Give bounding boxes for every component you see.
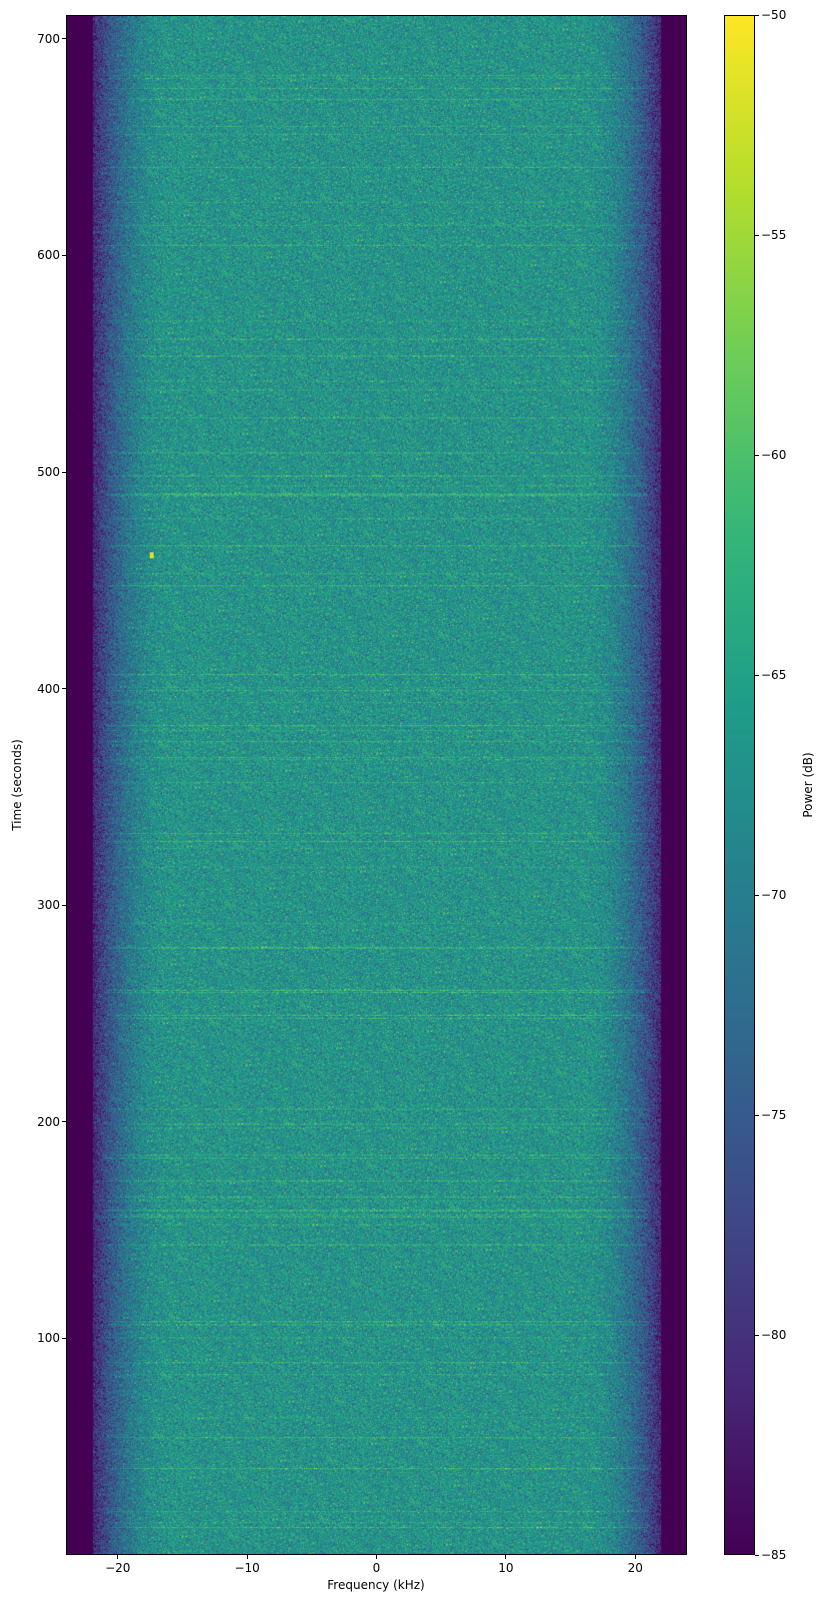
- y-tick: [62, 688, 66, 690]
- colorbar-tick-label: −75: [761, 1108, 787, 1122]
- colorbar-tick-label: −55: [761, 228, 787, 242]
- colorbar-tick-label: −70: [761, 888, 787, 902]
- y-tick: [62, 38, 66, 40]
- colorbar-tick: [755, 234, 759, 236]
- y-tick-label: 300: [37, 898, 60, 913]
- x-tick: [634, 1555, 636, 1559]
- colorbar-tick-label: −50: [761, 8, 787, 22]
- y-tick-label: 600: [37, 248, 60, 263]
- x-tick: [376, 1555, 377, 1559]
- y-tick-label: 200: [37, 1114, 60, 1129]
- spectrogram-plot-area: [66, 15, 687, 1555]
- x-tick: [117, 1555, 119, 1559]
- x-tick-label: −10: [234, 1561, 260, 1575]
- colorbar-tick: [755, 1114, 759, 1116]
- y-tick: [62, 471, 66, 473]
- y-tick-label: 400: [37, 681, 60, 696]
- x-tick-label: 0: [372, 1561, 381, 1575]
- colorbar: [724, 15, 755, 1555]
- y-tick: [62, 1337, 66, 1339]
- colorbar-tick-label: −65: [761, 668, 787, 682]
- colorbar-tick-label: −80: [761, 1328, 787, 1342]
- colorbar-tick-label: −85: [761, 1548, 787, 1562]
- y-tick: [62, 904, 66, 906]
- colorbar-tick-label: −60: [761, 448, 787, 462]
- colorbar-tick: [755, 14, 759, 16]
- colorbar-gradient: [725, 16, 754, 1554]
- x-tick-label: 20: [627, 1561, 643, 1575]
- x-tick-label: 10: [498, 1561, 514, 1575]
- colorbar-tick: [755, 894, 759, 896]
- colorbar-tick: [755, 454, 759, 456]
- y-tick-label: 500: [37, 465, 60, 480]
- x-tick: [505, 1555, 507, 1559]
- spectrogram-heatmap: [67, 16, 686, 1554]
- colorbar-tick: [755, 1554, 759, 1556]
- x-tick-label: −20: [105, 1561, 131, 1575]
- y-tick-label: 700: [37, 31, 60, 46]
- y-axis-label: Time (seconds): [10, 739, 24, 831]
- colorbar-label: Power (dB): [801, 752, 815, 818]
- y-tick-label: 100: [37, 1331, 60, 1346]
- colorbar-tick: [755, 1334, 759, 1336]
- x-tick: [246, 1555, 248, 1559]
- colorbar-tick: [755, 674, 759, 676]
- y-tick: [62, 254, 66, 256]
- y-tick: [62, 1121, 66, 1123]
- x-axis-label: Frequency (kHz): [327, 1578, 425, 1592]
